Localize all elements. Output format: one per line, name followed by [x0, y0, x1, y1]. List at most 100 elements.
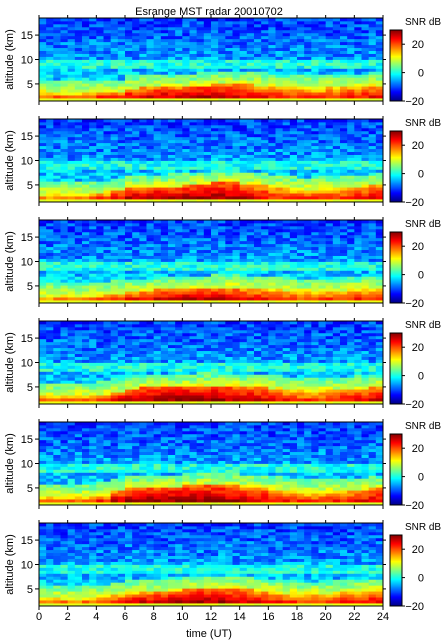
heatmap-cell [60, 326, 69, 331]
heatmap-cell [146, 56, 155, 60]
heatmap-cell [182, 249, 190, 253]
heatmap-cell [311, 41, 319, 46]
heatmap-cell [89, 350, 97, 354]
heatmap-cell [254, 297, 262, 301]
heatmap-cell [325, 74, 334, 78]
heatmap-cell [82, 59, 90, 63]
heatmap-cell [132, 243, 140, 248]
heatmap-cell [347, 184, 355, 188]
heatmap-cell [325, 234, 334, 239]
heatmap-cell [311, 270, 319, 274]
heatmap-cell [175, 23, 183, 28]
colorbar-segment [390, 151, 402, 153]
heatmap-cell [46, 148, 54, 152]
heatmap-cell [254, 222, 262, 227]
heatmap-cell [103, 193, 112, 197]
heatmap-cell [347, 252, 355, 256]
heatmap-cell [189, 225, 198, 230]
heatmap-cell [125, 329, 133, 334]
heatmap-cell [60, 380, 69, 384]
heatmap-cell [182, 142, 190, 147]
heatmap-cell [232, 35, 241, 40]
heatmap-cell [160, 62, 169, 66]
heatmap-cell [332, 65, 341, 69]
heatmap-cell [232, 181, 241, 185]
heatmap-cell [110, 83, 119, 87]
heatmap-cell [340, 270, 348, 274]
heatmap-cell [189, 18, 198, 22]
heatmap-cell [146, 285, 155, 289]
heatmap-cell [53, 368, 61, 372]
heatmap-cell [297, 163, 305, 167]
heatmap-cell [318, 59, 327, 63]
heatmap-cell [375, 95, 384, 99]
heatmap-cell [153, 380, 162, 384]
heatmap-cell [89, 300, 97, 304]
heatmap-cell [189, 231, 198, 236]
heatmap-cell [168, 130, 176, 135]
heatmap-cell [203, 163, 212, 167]
heatmap-cell [117, 380, 126, 384]
heatmap-cell [211, 166, 219, 170]
heatmap-cell [340, 86, 348, 90]
heatmap-cell [146, 243, 155, 248]
heatmap-cell [67, 26, 76, 31]
heatmap-cell [211, 95, 219, 99]
heatmap-cell [282, 267, 291, 271]
heatmap-cell [89, 395, 97, 399]
heatmap-cell [103, 178, 112, 182]
colorbar-segment [390, 170, 402, 172]
heatmap-cell [282, 225, 291, 230]
heatmap-cell [117, 89, 126, 93]
heatmap-cell [361, 264, 370, 268]
heatmap-cell [218, 124, 226, 129]
heatmap-cell [67, 321, 76, 325]
heatmap-cell [304, 145, 312, 150]
heatmap-cell [117, 127, 126, 132]
heatmap-cell [218, 32, 226, 37]
heatmap-cell [96, 362, 104, 366]
heatmap-cell [175, 362, 183, 366]
heatmap-cell [203, 26, 212, 31]
heatmap-cell [46, 133, 54, 138]
heatmap-cell [268, 225, 276, 230]
heatmap-cell [89, 228, 97, 233]
heatmap-cell [232, 273, 241, 277]
heatmap-cell [46, 35, 54, 40]
heatmap-cell [168, 222, 176, 227]
heatmap-cell [89, 368, 97, 372]
heatmap-cell [361, 38, 370, 43]
heatmap-cell [254, 220, 262, 224]
heatmap-cell [311, 240, 319, 245]
heatmap-cell [218, 169, 226, 173]
heatmap-cell [146, 41, 155, 46]
heatmap-cell [39, 362, 47, 366]
heatmap-cell [153, 142, 162, 147]
heatmap-cell [153, 148, 162, 152]
heatmap-cell [60, 157, 69, 161]
heatmap-cell [275, 62, 284, 66]
heatmap-cell [254, 86, 262, 90]
heatmap-cell [168, 288, 176, 292]
y-tick-label: 5 [27, 281, 33, 293]
heatmap-cell [110, 395, 119, 399]
heatmap-cell [282, 142, 291, 147]
heatmap-cell [354, 264, 362, 268]
heatmap-cell [325, 59, 334, 63]
heatmap-cell [168, 276, 176, 280]
heatmap-cell [311, 273, 319, 277]
heatmap-cell [182, 267, 190, 271]
heatmap-cell [318, 220, 327, 224]
heatmap-cell [268, 297, 276, 301]
heatmap-cell [375, 139, 384, 144]
heatmap-cell [375, 178, 384, 182]
heatmap-cell [96, 187, 104, 191]
heatmap-cell [361, 59, 370, 63]
heatmap-cell [332, 300, 341, 304]
heatmap-cell [332, 270, 341, 274]
heatmap-cell [340, 172, 348, 176]
heatmap-cell [196, 383, 205, 387]
heatmap-cell [125, 127, 133, 132]
heatmap-cell [325, 29, 334, 34]
